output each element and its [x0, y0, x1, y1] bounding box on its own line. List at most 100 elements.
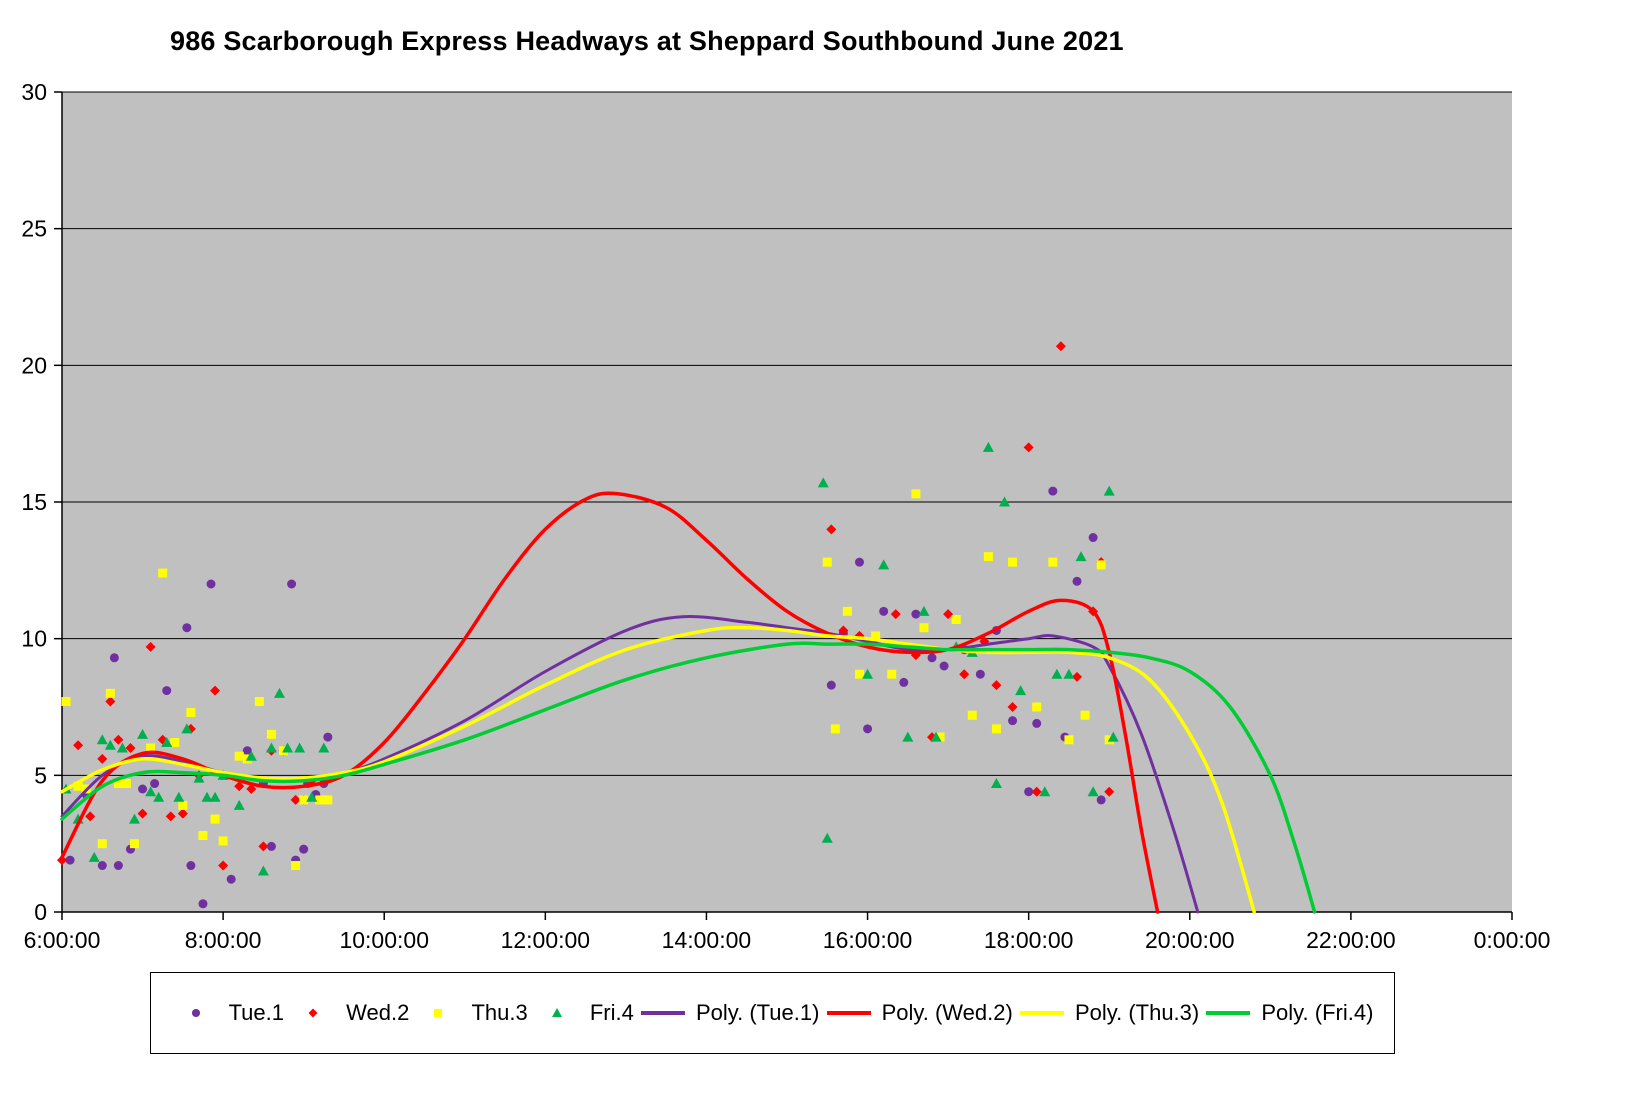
triangle-marker: [999, 496, 1010, 507]
diamond-marker: [246, 784, 257, 794]
circle-marker-icon: [172, 1002, 220, 1024]
square-marker: [121, 779, 131, 789]
circle-marker: [299, 844, 309, 854]
diamond-marker: [234, 781, 245, 792]
triangle-marker: [161, 737, 173, 748]
trendline-sample-icon: [639, 1002, 687, 1024]
circle-marker: [1088, 533, 1098, 543]
triangle-marker-icon: [533, 1002, 581, 1024]
circle-marker: [198, 899, 208, 909]
legend-label: Poly. (Thu.3): [1074, 1000, 1200, 1025]
square-marker: [911, 489, 921, 499]
triangle-marker: [245, 750, 257, 761]
square-marker: [967, 710, 977, 720]
diamond-marker: [137, 808, 148, 819]
square-marker: [186, 707, 196, 717]
legend-label: Thu.3: [471, 1000, 528, 1025]
triangle-marker: [96, 734, 108, 745]
y-tick-label: 10: [21, 626, 47, 652]
circle-marker: [113, 861, 123, 871]
diamond-marker: [1023, 442, 1034, 453]
x-tick-label: 12:00:00: [501, 927, 591, 953]
triangle-marker: [878, 559, 890, 570]
triangle-marker: [145, 786, 157, 797]
triangle-marker: [930, 731, 942, 742]
circle-marker: [879, 606, 889, 616]
triangle-marker: [274, 687, 285, 698]
circle-marker: [899, 677, 909, 687]
square-marker: [434, 1008, 443, 1018]
square-marker: [830, 724, 840, 734]
diamond-marker: [177, 808, 188, 819]
diamond-marker: [1072, 671, 1082, 682]
circle-marker: [287, 579, 297, 589]
legend-item-fri4: Fri.4: [533, 1000, 634, 1026]
triangle-marker: [1015, 685, 1027, 696]
triangle-marker: [306, 791, 318, 802]
square-marker: [935, 732, 945, 742]
triangle-marker: [862, 668, 874, 679]
diamond-marker: [145, 641, 156, 652]
triangle-marker: [1075, 551, 1087, 562]
circle-marker: [150, 779, 160, 789]
circle-marker: [1072, 576, 1082, 586]
legend: Tue.1 Wed.2 Thu.3 Fri.4 Poly. (Tue.1) Poly. (…: [150, 972, 1395, 1054]
diamond-marker: [105, 696, 116, 707]
triangle-marker: [201, 791, 213, 802]
x-tick-label: 0:00:00: [1474, 927, 1551, 953]
square-marker: [130, 839, 139, 849]
circle-marker: [1008, 716, 1018, 726]
triangle-marker: [282, 742, 294, 753]
diamond-marker: [1104, 786, 1115, 797]
square-marker: [97, 839, 107, 849]
triangle-marker: [257, 865, 269, 876]
circle-marker: [927, 653, 937, 663]
y-tick-label: 20: [21, 352, 47, 378]
triangle-marker: [181, 723, 193, 734]
triangle-marker: [982, 441, 994, 452]
legend-item-wed2: Wed.2: [289, 1000, 409, 1026]
triangle-marker: [551, 1008, 562, 1018]
circle-marker: [109, 653, 119, 663]
triangle-marker: [104, 739, 116, 750]
triangle-marker: [990, 778, 1002, 789]
series-fri4: [60, 441, 1119, 876]
legend-item-tue1: Tue.1: [172, 1000, 284, 1026]
x-tick-label: 22:00:00: [1306, 927, 1396, 953]
square-marker: [73, 781, 83, 791]
square-marker-icon: [414, 1002, 462, 1024]
circle-marker: [1024, 787, 1034, 797]
square-marker: [323, 795, 333, 805]
legend-label: Poly. (Wed.2): [881, 1000, 1013, 1025]
diamond-marker: [308, 1008, 318, 1018]
circle-marker: [323, 732, 333, 742]
circle-marker: [162, 686, 172, 696]
x-tick-label: 18:00:00: [984, 927, 1074, 953]
diamond-marker: [57, 855, 67, 866]
triangle-marker: [137, 728, 149, 739]
y-tick-label: 25: [21, 216, 47, 242]
square-marker: [61, 697, 71, 707]
legend-item-poly-tue1: Poly. (Tue.1): [639, 1000, 819, 1026]
x-tick-label: 16:00:00: [823, 927, 913, 953]
circle-marker: [863, 724, 873, 734]
square-marker: [291, 861, 301, 871]
square-marker: [1064, 735, 1074, 745]
square-marker: [1008, 557, 1018, 567]
circle-marker: [975, 669, 985, 679]
diamond-marker: [1031, 786, 1042, 797]
circle-marker: [826, 680, 836, 690]
triangle-marker: [88, 851, 100, 862]
square-marker: [887, 669, 897, 679]
triangle-marker: [193, 772, 205, 783]
triangle-marker: [821, 832, 833, 843]
triangle-marker: [294, 742, 306, 753]
legend-label: Poly. (Fri.4): [1261, 1000, 1374, 1025]
square-marker: [178, 800, 188, 810]
diamond-marker: [890, 609, 901, 620]
square-marker: [1096, 560, 1106, 570]
square-marker: [983, 552, 993, 562]
diamond-marker: [73, 740, 84, 751]
legend-label: Wed.2: [346, 1000, 410, 1025]
diamond-marker: [290, 794, 301, 805]
